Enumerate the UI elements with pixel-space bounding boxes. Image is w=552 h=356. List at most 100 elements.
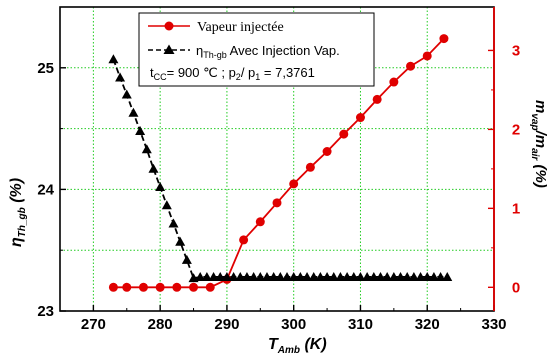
series-1-point [355, 271, 366, 281]
series-1-point [208, 271, 219, 281]
x-tick-label: 330 [481, 316, 506, 333]
y-left-tick-label: 24 [37, 181, 54, 198]
legend-conditions: tCC= 900 ℃ ; p2/ p1 = 7,3761 [150, 65, 315, 82]
series-1-point [308, 271, 319, 281]
legend-eta-main: η [196, 43, 203, 58]
x-tick-label: 290 [214, 316, 239, 333]
series-1-point [328, 271, 339, 281]
series-0-point [138, 282, 148, 292]
series-1-point [302, 271, 313, 281]
y-right-title-main: m [532, 100, 549, 113]
series-1-point [342, 271, 353, 281]
y-right-title-mid: /m [532, 130, 549, 149]
y-left-title-main: η [8, 237, 25, 247]
series-1-point [255, 271, 266, 281]
series-1-point [408, 271, 419, 281]
y-right-tick-label: 3 [512, 42, 520, 59]
series-1-point [195, 271, 206, 281]
legend-eta-marker [163, 44, 175, 54]
y-right-tick-label: 0 [512, 279, 520, 296]
series-1-point [215, 271, 226, 281]
series-1-point [322, 271, 333, 281]
series-0-point [172, 282, 182, 292]
y-right-title-sub2: air [529, 148, 540, 161]
series-1-point [335, 271, 346, 281]
x-axis-title-unit: (K) [300, 336, 327, 353]
grid-layer [60, 7, 494, 311]
series-1-point [375, 271, 386, 281]
legend-t: t [150, 65, 154, 80]
y-right-axis-title: mvap/mair (%) [529, 100, 549, 188]
legend-p-val: = 7,3761 [260, 65, 315, 80]
series-1-line [112, 58, 448, 280]
series-1-point [221, 271, 232, 281]
series-0-point [372, 94, 382, 104]
series-0-point [439, 34, 449, 44]
series-1-point [288, 271, 299, 281]
series-1-point [348, 271, 359, 281]
series-1-point [282, 271, 293, 281]
legend-t-sub: CC [154, 72, 167, 82]
y-left-title-unit: (%) [8, 178, 25, 207]
series-0-point [189, 282, 199, 292]
series-1-point [261, 271, 272, 281]
series-1-point [161, 200, 172, 210]
series-0-point [406, 61, 416, 71]
y-left-tick-label: 25 [37, 60, 54, 77]
y-left-axis-title: ηTh_gb (%) [8, 178, 28, 247]
series-1-point [148, 163, 159, 173]
legend: Vapeur injectée ηTh-gb Avec Injection Va… [138, 12, 375, 87]
series-1-point [415, 271, 426, 281]
series-0-point [289, 179, 299, 189]
x-tick-label: 280 [148, 316, 173, 333]
series-1-point [115, 72, 126, 82]
series-1-point [241, 271, 252, 281]
legend-box [138, 12, 375, 87]
series-1-point [428, 271, 439, 281]
series-1-point [128, 107, 139, 117]
legend-eta-sub: Th-gb [203, 50, 227, 60]
series-1-point [175, 236, 186, 246]
series-0-point [155, 282, 165, 292]
series-1-point [402, 271, 413, 281]
y-right-tick-label: 2 [512, 121, 520, 138]
series-0-point [389, 77, 399, 87]
y-right-tick-label: 1 [512, 200, 520, 217]
x-axis-title-sub: Amb [277, 345, 300, 356]
legend-p1-sub: 1 [255, 72, 260, 82]
series-1-point [275, 271, 286, 281]
series-1-point [442, 271, 453, 281]
series-0-point [355, 113, 365, 123]
series-1-point [295, 271, 306, 281]
x-tick-label: 270 [81, 316, 106, 333]
series-1-point [108, 54, 119, 64]
y-right-title-sub1: vap [529, 113, 540, 130]
series-1-point [228, 271, 239, 281]
x-axis-title: TAmb (K) [268, 336, 327, 356]
legend-vapeur-label: Vapeur injectée [197, 20, 284, 35]
y-left-tick-label: 23 [37, 303, 54, 320]
y-right-title-unit: (%) [532, 160, 549, 188]
series-0-point [239, 235, 249, 245]
series-0-point [255, 217, 265, 227]
series-1-point [235, 271, 246, 281]
series-1-point [395, 271, 406, 281]
legend-p-mid: / p [241, 65, 255, 80]
series-0-point [122, 282, 132, 292]
series-layer [108, 34, 453, 292]
series-1-point [201, 271, 212, 281]
x-tick-label: 310 [348, 316, 373, 333]
series-0-point [272, 198, 282, 208]
series-0-point [322, 146, 332, 156]
series-1-point [382, 271, 393, 281]
legend-eta-rest: Avec Injection Vap. [227, 43, 340, 58]
series-1-point [181, 254, 192, 264]
y-left-title-sub: Th_gb [17, 207, 28, 237]
series-1-point [135, 126, 146, 136]
series-1-point [268, 271, 279, 281]
series-1-point [315, 271, 326, 281]
series-1-point [248, 271, 259, 281]
series-0-point [205, 282, 215, 292]
series-1-point [435, 271, 446, 281]
